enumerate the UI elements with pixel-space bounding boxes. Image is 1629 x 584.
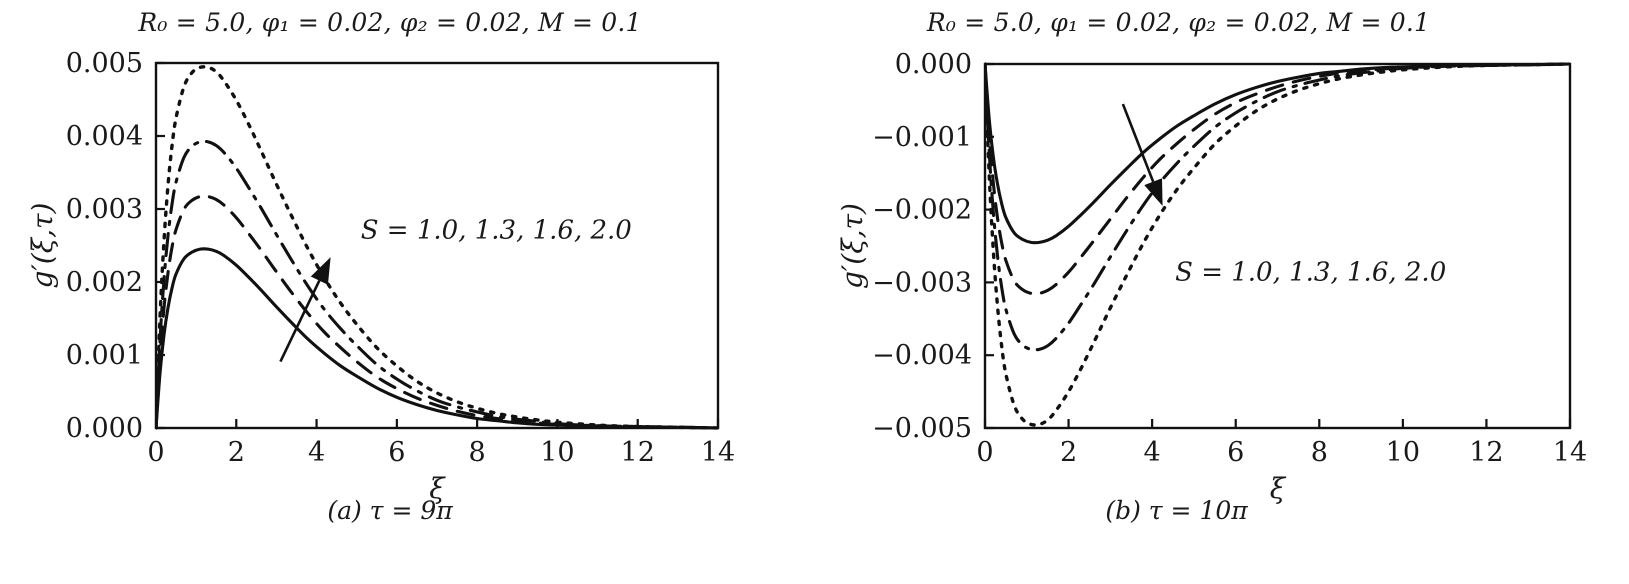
curves-group bbox=[156, 65, 718, 430]
x-tick-label: 10 bbox=[1386, 437, 1420, 468]
panel-a-plot: 0 2 4 6 8 10 12 14 0.000 0.001 0.002 0.003 0.004 0.00… bbox=[26, 48, 735, 505]
x-tick-label: 4 bbox=[1144, 437, 1161, 468]
y-axis-label: g′(ξ,τ) bbox=[836, 203, 869, 289]
y-tick-label: 0.000 bbox=[66, 413, 143, 444]
y-tick-label: 0.005 bbox=[66, 48, 143, 79]
panel-b-caption: (b) τ = 10π bbox=[1105, 496, 1248, 525]
trend-arrow-line bbox=[1121, 103, 1155, 183]
x-tick-label: 2 bbox=[1060, 437, 1077, 468]
curve-dashdot bbox=[156, 139, 718, 430]
y-tick-label: 0.000 bbox=[895, 49, 972, 80]
x-tick-label: 4 bbox=[308, 437, 325, 468]
series-annotation: S = 1.0, 1.3, 1.6, 2.0 bbox=[361, 215, 632, 245]
x-tick-label: 8 bbox=[1311, 437, 1328, 468]
x-axis-label: ξ bbox=[1270, 472, 1287, 505]
curve-dotted bbox=[156, 65, 718, 430]
panel-a: R₀ = 5.0, φ₁ = 0.02, φ₂ = 0.02, M = 0.1 … bbox=[0, 0, 800, 584]
curve-dashdot bbox=[985, 62, 1570, 352]
curve-solid bbox=[985, 62, 1570, 245]
panel-b-title: R₀ = 5.0, φ₁ = 0.02, φ₂ = 0.02, M = 0.1 bbox=[926, 8, 1431, 37]
y-tick-label: 0.004 bbox=[66, 121, 143, 152]
x-tick-label: 12 bbox=[621, 437, 655, 468]
y-tick-label: 0.001 bbox=[66, 340, 143, 371]
x-tick-label: 0 bbox=[147, 437, 164, 468]
x-tick-label: 14 bbox=[701, 437, 735, 468]
x-tick-label: 10 bbox=[540, 437, 574, 468]
trend-arrow-head bbox=[1144, 178, 1163, 206]
x-tick-label: 12 bbox=[1469, 437, 1503, 468]
plot-frame bbox=[154, 61, 720, 430]
plot-frame bbox=[983, 62, 1572, 430]
x-tick-label: 14 bbox=[1553, 437, 1587, 468]
x-tick-label: 2 bbox=[228, 437, 245, 468]
y-tick-label: −0.001 bbox=[872, 122, 972, 153]
panel-b-plot: 0 2 4 6 8 10 12 14 −0.005 −0.004 −0.003 −0.002 −0.00… bbox=[836, 49, 1587, 505]
y-tick-label: −0.005 bbox=[872, 413, 972, 444]
x-tick-label: 6 bbox=[388, 437, 405, 468]
panel-b: R₀ = 5.0, φ₁ = 0.02, φ₂ = 0.02, M = 0.1 … bbox=[800, 0, 1629, 584]
x-tick-label: 8 bbox=[469, 437, 486, 468]
x-axis-label: ξ bbox=[429, 472, 446, 505]
y-tick-label: −0.003 bbox=[872, 267, 972, 298]
trend-arrow-line bbox=[279, 280, 321, 363]
x-tick-label: 0 bbox=[976, 437, 993, 468]
curve-dotted bbox=[985, 62, 1570, 427]
panel-a-title: R₀ = 5.0, φ₁ = 0.02, φ₂ = 0.02, M = 0.1 bbox=[138, 8, 642, 37]
series-annotation: S = 1.0, 1.3, 1.6, 2.0 bbox=[1175, 257, 1446, 287]
curve-dashed bbox=[156, 194, 718, 430]
y-tick-label: −0.004 bbox=[872, 340, 972, 371]
y-axis-label: g′(ξ,τ) bbox=[26, 203, 59, 289]
y-tick-label: 0.002 bbox=[66, 267, 143, 298]
x-tick-label: 6 bbox=[1227, 437, 1244, 468]
curves-group bbox=[985, 62, 1570, 427]
y-tick-label: 0.003 bbox=[66, 194, 143, 225]
curve-dashed bbox=[985, 62, 1570, 296]
panel-a-caption: (a) τ = 9π bbox=[327, 496, 453, 525]
trend-arrow-head bbox=[310, 257, 331, 285]
y-tick-label: −0.002 bbox=[872, 195, 972, 226]
